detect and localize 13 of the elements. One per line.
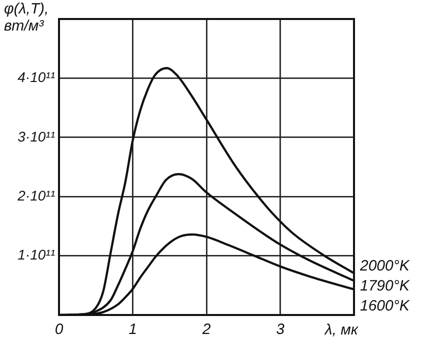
series-label: 1600°K — [360, 298, 410, 315]
x-tick-label: 2 — [201, 321, 212, 338]
x-tick-label: 0 — [54, 321, 64, 338]
y-tick-label: 1·10¹¹ — [18, 246, 56, 263]
x-tick-label: 1 — [128, 321, 137, 338]
series-label: 1790°K — [360, 278, 410, 295]
x-tick-label: 3 — [276, 321, 286, 338]
y-tick-label: 2·10¹¹ — [16, 187, 56, 204]
y-tick-label: 4·10¹¹ — [18, 69, 56, 86]
y-tick-label: 3·10¹¹ — [18, 128, 56, 144]
series-label: 2000°K — [359, 258, 410, 275]
x-axis-title: λ, мк — [324, 322, 359, 339]
y-axis-title: φ(λ,T), вт/м³ — [4, 0, 49, 35]
